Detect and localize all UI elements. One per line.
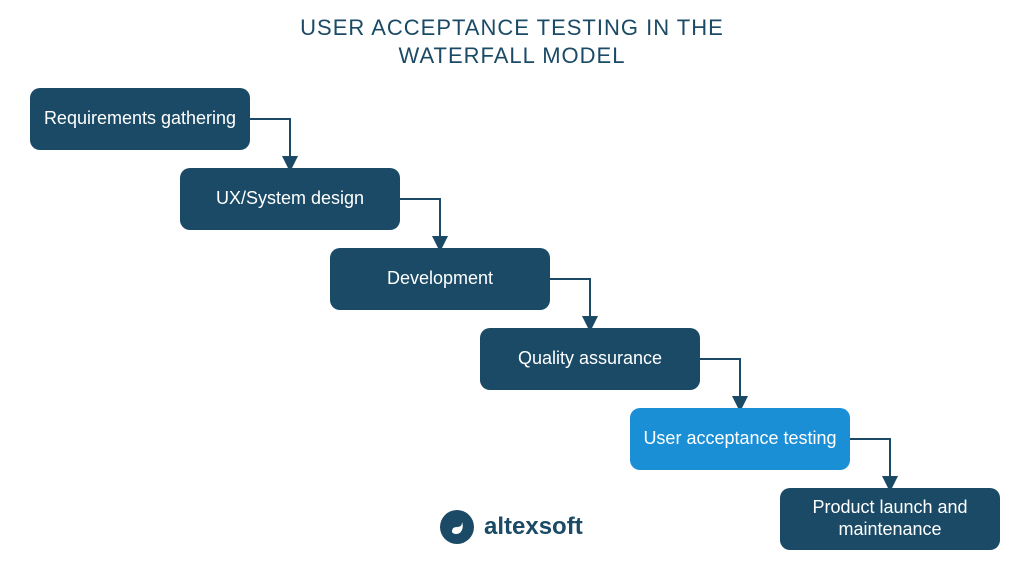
- flow-node-n1: Requirements gathering: [30, 88, 250, 150]
- flow-node-n3: Development: [330, 248, 550, 310]
- brand: altexsoft: [440, 510, 583, 544]
- edge-n4-n5: [700, 359, 740, 408]
- brand-name: altexsoft: [484, 513, 583, 541]
- page-title: USER ACCEPTANCE TESTING IN THE WATERFALL…: [0, 14, 1024, 69]
- flow-node-n4: Quality assurance: [480, 328, 700, 390]
- edge-n1-n2: [250, 119, 290, 168]
- edge-n2-n3: [400, 199, 440, 248]
- flow-node-n5: User acceptance testing: [630, 408, 850, 470]
- edge-n3-n4: [550, 279, 590, 328]
- edge-n5-n6: [850, 439, 890, 488]
- flow-node-n2: UX/System design: [180, 168, 400, 230]
- title-line-1: USER ACCEPTANCE TESTING IN THE: [300, 15, 724, 40]
- flow-node-n6: Product launch and maintenance: [780, 488, 1000, 550]
- title-line-2: WATERFALL MODEL: [399, 43, 626, 68]
- brand-logo-icon: [440, 510, 474, 544]
